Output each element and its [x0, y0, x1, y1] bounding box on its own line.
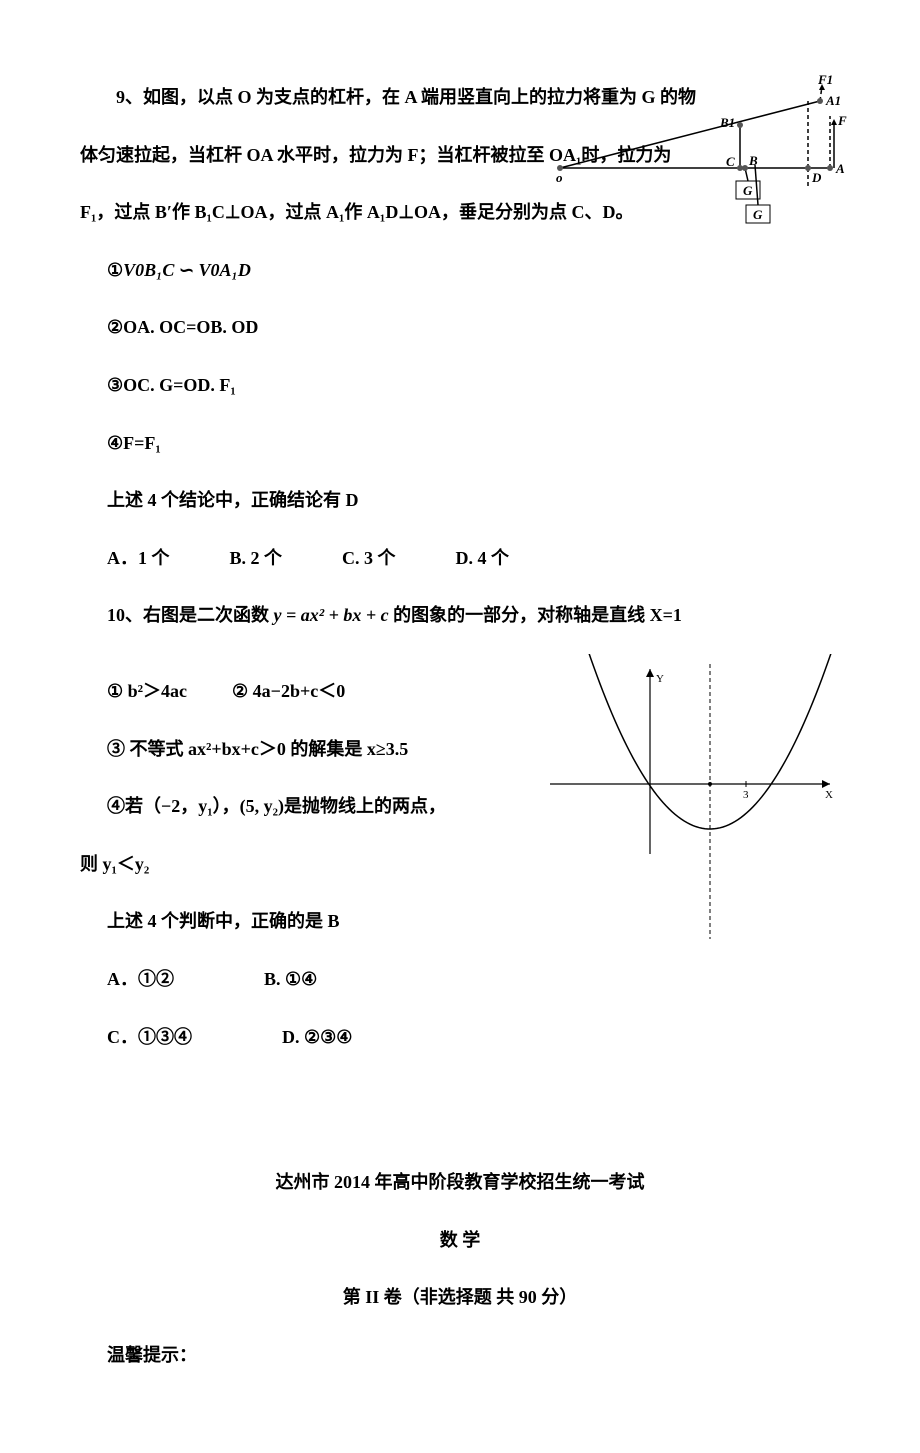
svg-text:B1: B1	[719, 115, 735, 130]
q9-optC: C. 3 个	[342, 539, 396, 579]
q10-stem-pre: 10、右图是二次函数	[107, 605, 274, 625]
footer-tip: 温馨提示：	[80, 1336, 840, 1376]
svg-text:B: B	[748, 153, 758, 168]
q9-cond2: ②OA. OC=OB. OD	[80, 308, 840, 348]
q10-optA: A．①②	[107, 960, 174, 1000]
q9-cond1: ①V0B₁C ∽ V0A₁D	[80, 251, 840, 291]
svg-text:A1: A1	[825, 93, 841, 108]
q9-cond4: ④F=F₁	[80, 424, 840, 464]
svg-text:X: X	[825, 789, 833, 801]
svg-text:Y: Y	[656, 673, 664, 685]
svg-text:C: C	[726, 154, 735, 169]
q10-stem: 10、右图是二次函数 y = ax² + bx + c 的图象的一部分，对称轴是…	[80, 596, 840, 636]
q10-optB: B. ①④	[264, 960, 317, 1000]
svg-text:F1: F1	[817, 73, 833, 87]
q10-stem-eq: y = ax² + bx + c	[274, 605, 389, 625]
q10-c3: ③ 不等式 ax²+bx+c＞0 的解集是 x≥3.5	[80, 730, 520, 770]
q9-c1a: V0B₁C	[123, 260, 174, 280]
q9-optB: B. 2 个	[230, 539, 283, 579]
q10-c4then: 则 y₁＜y₂	[80, 845, 520, 885]
q10-summary: 上述 4 个判断中，正确的是 B	[80, 902, 520, 942]
q10-c4: ④若（−2，y₁），(5, y₂)是抛物线上的两点，	[80, 787, 520, 827]
lever-diagram: o A A1 B B1 C D F F1 GG	[550, 73, 850, 253]
q9-cond3: ③OC. G=OD. F₁	[80, 366, 840, 406]
footer-title2: 数 学	[80, 1221, 840, 1261]
svg-text:o: o	[556, 170, 563, 185]
q10-block: ① b²＞4ac ② 4a−2b+c＜0 ③ 不等式 ax²+bx+c＞0 的解…	[80, 654, 840, 1075]
svg-text:G: G	[743, 183, 753, 198]
q9-block: 9、如图，以点 O 为支点的杠杆，在 A 端用竖直向上的拉力将重为 G 的物 体…	[80, 78, 840, 578]
q9-c1-pre: ①	[107, 260, 123, 280]
q10-c1: ① b²＞4ac	[107, 681, 187, 701]
footer-title3: 第 II 卷（非选择题 共 90 分）	[80, 1278, 840, 1318]
q10-options-row1: A．①② B. ①④	[80, 960, 520, 1000]
q10-options-row2: C．①③④ D. ②③④	[80, 1018, 520, 1058]
parabola-diagram: 3 Y X	[530, 654, 840, 944]
q10-optC: C．①③④	[107, 1018, 192, 1058]
svg-text:G: G	[753, 207, 763, 222]
q9-summary: 上述 4 个结论中，正确结论有 D	[80, 481, 840, 521]
q9-options: A．1 个 B. 2 个 C. 3 个 D. 4 个	[80, 539, 840, 579]
footer-title1: 达州市 2014 年高中阶段教育学校招生统一考试	[80, 1163, 840, 1203]
q10-line1: ① b²＞4ac ② 4a−2b+c＜0	[80, 672, 520, 712]
q10-stem-post: 的图象的一部分，对称轴是直线 X=1	[389, 605, 682, 625]
q10-c2: ② 4a−2b+c＜0	[232, 681, 345, 701]
svg-text:D: D	[811, 170, 822, 185]
q9-optD: D. 4 个	[456, 539, 510, 579]
q9-optA: A．1 个	[107, 539, 170, 579]
q9-c1b: V0A₁D	[199, 260, 251, 280]
svg-text:3: 3	[743, 789, 749, 801]
q10-optD: D. ②③④	[282, 1018, 352, 1058]
svg-text:A: A	[835, 161, 845, 176]
svg-text:F: F	[837, 113, 847, 128]
q9-c1-mid: ∽	[174, 260, 198, 280]
